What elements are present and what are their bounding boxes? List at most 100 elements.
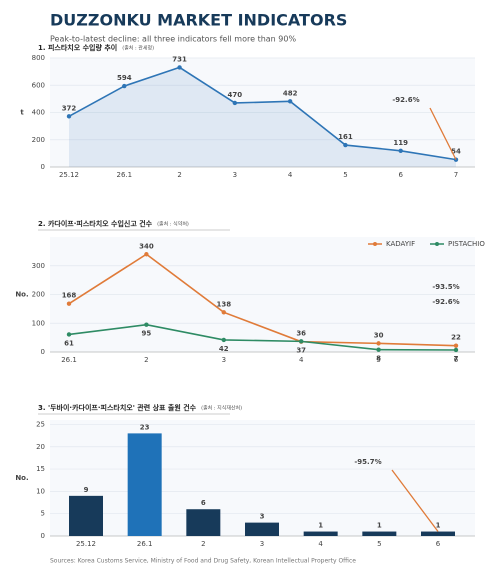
data-label: 1 [436, 522, 441, 530]
x-tick-label: 5 [343, 171, 347, 179]
x-tick-label: 3 [260, 540, 264, 548]
data-label: 23 [140, 423, 150, 431]
y-tick-label: 20 [36, 443, 45, 451]
page-title: DUZZONKU MARKET INDICATORS [50, 11, 347, 30]
data-label: 6 [201, 499, 206, 507]
x-tick-label: 2 [144, 356, 148, 364]
point [453, 347, 459, 353]
x-tick-label: 26.1 [116, 171, 132, 179]
data-label: 168 [62, 292, 77, 300]
y-axis-label: t [20, 109, 24, 117]
point [287, 99, 293, 104]
point [144, 252, 149, 257]
data-label: 119 [393, 139, 408, 147]
point [376, 341, 381, 346]
data-label: 594 [117, 74, 132, 82]
data-label: 54 [451, 148, 461, 156]
x-tick-label: 4 [299, 356, 304, 364]
source-note: (출처 : 식약처) [157, 221, 189, 228]
y-tick-label: 300 [32, 262, 45, 270]
annotation-line [429, 107, 457, 160]
point [221, 310, 226, 315]
annotation: -92.6% [392, 96, 419, 104]
point [221, 337, 226, 343]
data-label: 61 [64, 339, 74, 347]
legend-marker [373, 242, 377, 246]
point [66, 332, 72, 337]
x-tick-label: 7 [454, 171, 458, 179]
plot-area [50, 420, 475, 536]
y-tick-label: 0 [41, 348, 45, 356]
point [398, 148, 403, 153]
point [66, 301, 72, 306]
data-label: 340 [139, 242, 154, 250]
annotation: -95.7% [354, 458, 381, 466]
y-tick-label: 800 [32, 54, 45, 62]
y-tick-label: 400 [32, 109, 45, 117]
x-tick-label: 3 [222, 356, 226, 364]
point [66, 114, 72, 119]
annotation: -93.5% [432, 283, 459, 291]
x-tick-label: 6 [398, 171, 403, 179]
x-tick-label: 4 [318, 540, 323, 548]
data-label: 9 [84, 486, 89, 494]
data-label: 42 [219, 345, 229, 353]
legend-label: KADAYIF [386, 240, 415, 248]
y-axis-label: No. [15, 291, 28, 299]
data-label: 36 [296, 330, 306, 338]
point [299, 339, 304, 344]
x-tick-label: 26.1 [61, 356, 77, 364]
source-note: (출처 : 지식재산처) [201, 405, 242, 412]
data-label: 470 [228, 91, 243, 99]
x-tick-label: 26.1 [137, 540, 153, 548]
legend-marker [435, 242, 439, 246]
data-label: 3 [260, 513, 265, 521]
source-note: (출처 : 관세청) [122, 45, 154, 52]
y-tick-label: 15 [36, 465, 45, 473]
line [68, 66, 457, 161]
y-tick-label: 10 [36, 487, 45, 495]
bar [421, 531, 455, 536]
data-label: 482 [283, 89, 298, 97]
y-tick-label: 25 [36, 420, 45, 428]
point [232, 100, 238, 106]
chart-title: 1. 피스타치오 수입량 추이 [38, 43, 117, 52]
y-tick-label: 200 [32, 136, 45, 144]
x-tick-label: 4 [288, 171, 293, 179]
x-tick-label: 6 [436, 540, 441, 548]
data-label: 8 [376, 355, 381, 363]
area [69, 67, 456, 167]
annotation: -92.6% [432, 298, 459, 306]
y-tick-label: 600 [32, 81, 45, 89]
data-label: 161 [338, 133, 353, 141]
chart-title: 3. '두바이·카다이프·피스타치오' 관련 상표 출원 건수 [38, 403, 197, 412]
data-label: 731 [172, 55, 187, 63]
data-label: 372 [62, 104, 77, 112]
point [144, 322, 149, 327]
line [68, 253, 457, 347]
legend-label: PISTACHIO [448, 240, 485, 248]
bar [362, 531, 397, 536]
y-tick-label: 5 [41, 510, 45, 518]
y-tick-label: 100 [32, 319, 45, 327]
x-tick-label: 25.12 [76, 540, 96, 548]
annotation-line [391, 469, 439, 532]
page-subtitle: Peak-to-latest decline: all three indica… [50, 35, 296, 44]
chart-title: 2. 카다이프·피스타치오 수입신고 건수 [38, 219, 153, 228]
data-label: 22 [451, 334, 461, 342]
x-tick-label: 2 [177, 171, 181, 179]
x-tick-label: 5 [377, 540, 381, 548]
x-tick-label: 6 [454, 356, 459, 364]
y-tick-label: 0 [41, 163, 45, 171]
data-label: 1 [318, 522, 323, 530]
point [376, 347, 381, 352]
data-label: 37 [296, 346, 306, 354]
data-label: 30 [374, 331, 384, 339]
data-label: 138 [216, 300, 231, 308]
bar [69, 495, 103, 536]
point [453, 343, 459, 348]
bar [186, 509, 221, 536]
line [68, 323, 457, 351]
y-tick-label: 200 [32, 291, 45, 299]
